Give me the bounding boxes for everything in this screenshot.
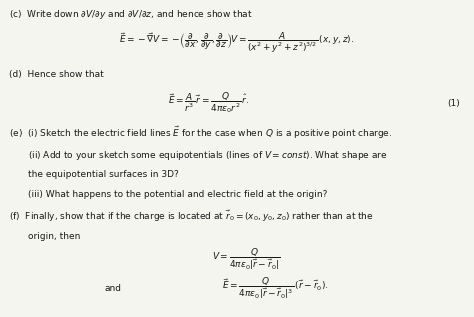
Text: (d)  Hence show that: (d) Hence show that [9, 70, 104, 79]
Text: (c)  Write down $\partial V/\partial y$ and $\partial V/\partial z$, and hence s: (c) Write down $\partial V/\partial y$ a… [9, 8, 253, 21]
Text: (e)  (i) Sketch the electric field lines $\vec{E}$ for the case when $Q$ is a po: (e) (i) Sketch the electric field lines … [9, 125, 393, 141]
Text: (ii) Add to your sketch some equipotentials (lines of $V = const$). What shape a: (ii) Add to your sketch some equipotenti… [28, 149, 388, 162]
Text: $\vec{E} = \dfrac{A}{r^3}\,\vec{r} = \dfrac{Q}{4\pi\varepsilon_0 r^2}\,\hat{r}.$: $\vec{E} = \dfrac{A}{r^3}\,\vec{r} = \df… [168, 91, 249, 115]
Text: (f)  Finally, show that if the charge is located at $\vec{r}_0 = (x_0, y_0, z_0): (f) Finally, show that if the charge is … [9, 209, 374, 224]
Text: origin, then: origin, then [28, 232, 81, 241]
Text: $\vec{E} = -\vec{\nabla}V = -\!\left(\dfrac{\partial}{\partial x}, \dfrac{\parti: $\vec{E} = -\vec{\nabla}V = -\!\left(\df… [119, 31, 355, 55]
Text: $\vec{E} = \dfrac{Q}{4\pi\varepsilon_0|\vec{r} - \vec{r}_0|^3}\,(\vec{r} - \vec{: $\vec{E} = \dfrac{Q}{4\pi\varepsilon_0|\… [222, 275, 328, 301]
Text: (iii) What happens to the potential and electric field at the origin?: (iii) What happens to the potential and … [28, 191, 328, 199]
Text: and: and [104, 284, 121, 293]
Text: the equipotential surfaces in 3D?: the equipotential surfaces in 3D? [28, 171, 179, 179]
Text: (1): (1) [447, 99, 460, 107]
Text: $V = \dfrac{Q}{4\pi\varepsilon_0|\vec{r} - \vec{r}_0|}$: $V = \dfrac{Q}{4\pi\varepsilon_0|\vec{r}… [212, 246, 281, 272]
